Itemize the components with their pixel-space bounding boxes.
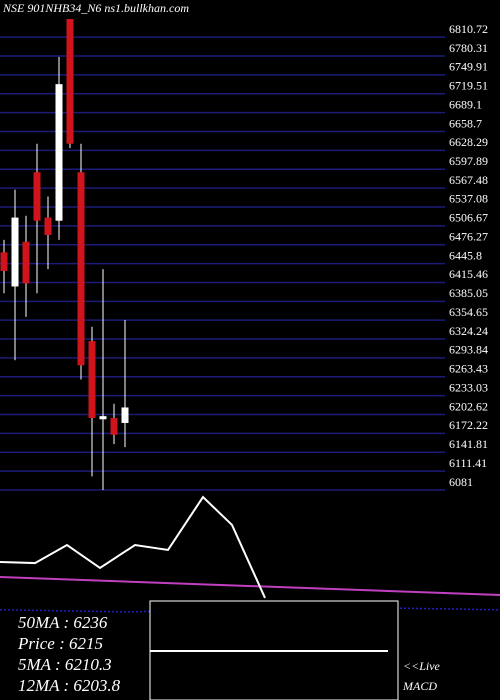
live-label: <<Live (403, 659, 441, 673)
candle-body (88, 341, 96, 419)
y-tick-label: 6141.81 (449, 437, 488, 451)
chart-title: NSE 901NHB34_N6 ns1.bullkhan.com (2, 1, 189, 15)
y-tick-label: 6719.51 (449, 79, 488, 93)
candle-body (22, 241, 30, 284)
y-tick-label: 6597.89 (449, 154, 488, 168)
y-tick-label: 6233.03 (449, 380, 488, 394)
y-tick-label: 6749.91 (449, 60, 488, 74)
y-tick-label: 6354.65 (449, 305, 488, 319)
y-tick-label: 6415.46 (449, 267, 488, 281)
y-tick-label: 6445.8 (449, 248, 482, 262)
candle-body (11, 217, 19, 287)
info-line: 5MA : 6210.3 (18, 655, 112, 674)
y-tick-label: 6658.7 (449, 116, 482, 130)
y-tick-label: 6537.08 (449, 192, 488, 206)
candle-body (77, 172, 85, 366)
y-tick-label: 6476.27 (449, 229, 488, 243)
candle-body (33, 172, 41, 221)
y-tick-label: 6506.67 (449, 211, 488, 225)
info-line: 50MA : 6236 (18, 613, 108, 632)
y-tick-label: 6293.84 (449, 343, 488, 357)
candle-body (55, 84, 63, 221)
y-tick-label: 6567.48 (449, 173, 488, 187)
candle-body (44, 217, 52, 235)
y-tick-label: 6263.43 (449, 362, 488, 376)
indicator-line (0, 576, 500, 597)
indicator-line (0, 495, 266, 599)
candle-body (110, 418, 118, 435)
info-line: Price : 6215 (17, 634, 103, 653)
candle-body (99, 416, 107, 420)
y-tick-label: 6689.1 (449, 97, 482, 111)
y-tick-label: 6385.05 (449, 286, 488, 300)
candle-body (121, 407, 129, 423)
y-tick-label: 6324.24 (449, 324, 488, 338)
info-line: 12MA : 6203.8 (18, 676, 121, 695)
y-tick-label: 6628.29 (449, 135, 488, 149)
macd-label: MACD (402, 679, 437, 693)
y-tick-label: 6081 (449, 475, 473, 489)
y-tick-label: 6810.72 (449, 22, 488, 36)
y-tick-label: 6111.41 (449, 456, 487, 470)
candle-body (66, 19, 74, 144)
y-tick-label: 6172.22 (449, 418, 488, 432)
candle-body (0, 252, 8, 271)
indicator-line (0, 606, 500, 613)
y-tick-label: 6780.31 (449, 41, 488, 55)
y-tick-label: 6202.62 (449, 399, 488, 413)
